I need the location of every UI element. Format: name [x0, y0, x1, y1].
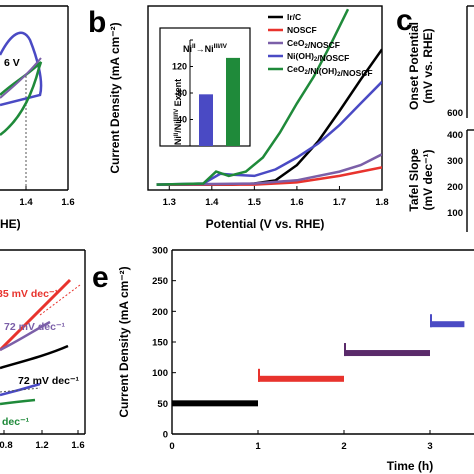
panel-c-tick-300: 300	[447, 156, 463, 167]
x-tick-label: 1	[255, 441, 261, 452]
panel-b-x-ticks: 1.3 1.4 1.5 1.6 1.7 1.8	[163, 186, 389, 208]
x-tick-label: 1.7	[333, 197, 346, 208]
inset-y-ticks: 40 80 120	[172, 39, 193, 147]
panel-c-tick-100: 100	[447, 208, 463, 219]
inset-tick-label: 80	[177, 88, 187, 98]
panel-d-tick-1-2: 1.2	[35, 440, 48, 451]
panel-c-tick-400: 400	[447, 130, 463, 141]
panel-c-tick-200: 200	[447, 182, 463, 193]
inset-bar	[199, 94, 213, 146]
panel-e-xlabel: Time (h)	[387, 459, 433, 473]
panel-c-ylabel-bottom-2: (mV dec⁻¹)	[421, 149, 435, 210]
panel-b-plot-area	[156, 8, 382, 186]
inset-bars	[199, 57, 240, 147]
legend-label: Ir/C	[287, 12, 301, 22]
panel-e-axes: 0 50 100 150 200 250 300 0 1 2 3	[152, 246, 433, 453]
x-tick-label: 1.4	[205, 197, 219, 208]
stability-segment	[172, 400, 258, 407]
panel-b-frame	[147, 5, 383, 191]
y-tick-label: 200	[152, 307, 168, 318]
legend-label: NOSCF	[287, 25, 317, 35]
panel-d-annotation-purple: 72 mV dec⁻¹	[4, 321, 65, 333]
panel-b-inset: NiII→NiIII/IV NiII/NiIII/IV Extent 40 80 1…	[159, 27, 251, 147]
panel-c-ylabel-top-1: Onset Potential	[407, 22, 421, 110]
series-line	[156, 8, 350, 186]
y-tick-label: 150	[152, 338, 168, 349]
panel-e-ylabel: Current Density (mA cm⁻²)	[117, 266, 131, 417]
panel-d-partial: 0.8 1.2 1.6 35 mV dec⁻¹ 72 mV dec⁻¹ 72 m…	[0, 249, 86, 451]
stability-segment	[430, 321, 465, 328]
y-tick-label: 100	[152, 368, 168, 379]
panel-d-annotation-black: 72 mV dec⁻¹	[18, 375, 79, 387]
panel-a-xlabel-fragment: HE)	[0, 217, 21, 231]
panel-d-annotation-red: 35 mV dec⁻¹	[0, 288, 58, 300]
legend-label: CeO2/NOSCF	[287, 38, 340, 50]
inset-bar	[226, 57, 240, 147]
panel-a-tick-1-4: 1.4	[19, 197, 33, 208]
x-tick-label: 0	[169, 441, 174, 452]
panel-b-letter: b	[88, 6, 106, 39]
panel-c-partial: c Onset Potential (mV vs. RHE) Tafel Slo…	[396, 4, 474, 232]
stability-segment	[344, 350, 430, 357]
inset-tick-label: 40	[177, 115, 187, 125]
x-tick-label: 1.3	[163, 197, 176, 208]
panel-c-tick-600: 600	[447, 108, 463, 119]
panel-a-annotation: 6 V	[4, 57, 20, 69]
inset-title: NiII→NiIII/IV	[183, 43, 228, 54]
panel-d-tick-0-8: 0.8	[0, 440, 13, 451]
stability-segment	[258, 375, 344, 382]
y-tick-label: 300	[152, 246, 168, 257]
panel-d-annotation-green: dec⁻¹	[2, 416, 30, 428]
x-tick-label: 3	[427, 441, 432, 452]
series-line	[156, 153, 382, 186]
series-line	[156, 80, 382, 186]
legend-label: CeO2/Ni(OH)2/NOSCF	[287, 64, 373, 78]
panel-c-ylabel-top-2: (mV vs. RHE)	[421, 28, 435, 103]
panel-e: e 0 50 100 150 200 250 300 0 1 2 3 Current Density…	[92, 246, 474, 473]
x-tick-label: 1.8	[375, 197, 388, 208]
panel-b: b 1.3 1.4 1.5 1.6 1.7 1.8 Current Density (mA…	[88, 5, 389, 231]
panel-c-letter: c	[396, 4, 413, 37]
inset-tick-label: 120	[172, 62, 187, 72]
panel-a-tick-1-6: 1.6	[61, 197, 74, 208]
panel-c-ylabel-bottom-1: Tafel Slope	[407, 148, 421, 211]
panel-e-plot-area	[172, 314, 465, 407]
inset-ylabel: NiII/NiIII/IV Extent	[173, 79, 183, 145]
panel-e-letter: e	[92, 261, 109, 294]
panel-d-tick-1-6: 1.6	[71, 440, 84, 451]
panel-a-partial: 1.4 1.6 HE) 6 V	[0, 5, 75, 231]
panel-b-ylabel: Current Density (mA cm⁻²)	[108, 22, 122, 173]
y-tick-label: 250	[152, 276, 168, 287]
panel-b-legend: Ir/C NOSCF CeO2/NOSCFNi(OH)2/NOSCFCeO2/Ni(…	[268, 12, 373, 78]
x-tick-label: 1.6	[290, 197, 303, 208]
panel-b-xlabel: Potential (V vs. RHE)	[206, 217, 325, 231]
y-tick-label: 0	[163, 430, 168, 441]
legend-label: Ni(OH)2/NOSCF	[287, 51, 349, 63]
x-tick-label: 1.5	[248, 197, 262, 208]
x-tick-label: 2	[341, 441, 346, 452]
y-tick-label: 50	[157, 399, 168, 410]
